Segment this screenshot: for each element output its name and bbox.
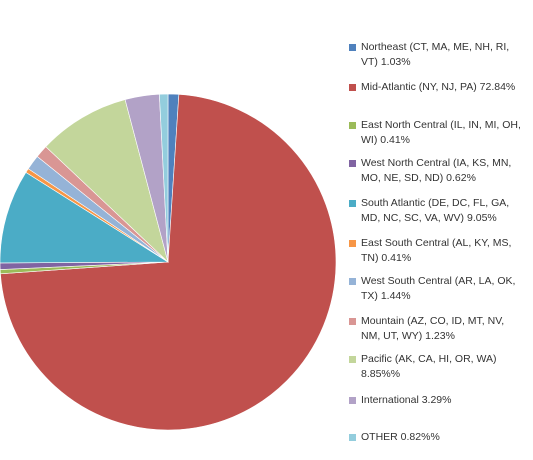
legend-entry: OTHER 0.82%%: [349, 430, 521, 445]
legend-label: East South Central (AL, KY, MS, TN) 0.41…: [361, 237, 512, 264]
legend-swatch: [349, 318, 356, 325]
legend-label: Mountain (AZ, CO, ID, MT, NV, NM, UT, WY…: [361, 315, 505, 342]
legend-entry: Pacific (AK, CA, HI, OR, WA) 8.85%%: [349, 352, 521, 382]
legend-label: Northeast (CT, MA, ME, NH, RI, VT) 1.03%: [361, 41, 510, 68]
legend-swatch: [349, 240, 356, 247]
legend-entry: East North Central (IL, IN, MI, OH, WI) …: [349, 118, 521, 148]
legend-entry: Mid-Atlantic (NY, NJ, PA) 72.84%: [349, 80, 521, 95]
legend-entry: South Atlantic (DE, DC, FL, GA, MD, NC, …: [349, 196, 521, 226]
legend-swatch: [349, 44, 356, 51]
legend-entry: West North Central (IA, KS, MN, MO, NE, …: [349, 156, 521, 186]
legend-swatch: [349, 434, 356, 441]
legend-swatch: [349, 122, 356, 129]
legend-entry: East South Central (AL, KY, MS, TN) 0.41…: [349, 236, 521, 266]
legend-label: International 3.29%: [361, 394, 452, 406]
legend-entry: International 3.29%: [349, 393, 521, 408]
legend-entry: West South Central (AR, LA, OK, TX) 1.44…: [349, 274, 521, 304]
legend-label: Mid-Atlantic (NY, NJ, PA) 72.84%: [361, 81, 516, 93]
legend-label: OTHER 0.82%%: [361, 431, 440, 443]
legend-swatch: [349, 356, 356, 363]
legend-swatch: [349, 160, 356, 167]
legend-swatch: [349, 397, 356, 404]
pie-slice: [0, 171, 170, 264]
legend-swatch: [349, 84, 356, 91]
legend-label: East North Central (IL, IN, MI, OH, WI) …: [361, 119, 521, 146]
legend-label: West North Central (IA, KS, MN, MO, NE, …: [361, 157, 512, 184]
pie-slice: [159, 93, 169, 263]
legend-entry: Mountain (AZ, CO, ID, MT, NV, NM, UT, WY…: [349, 314, 521, 344]
legend-label: South Atlantic (DE, DC, FL, GA, MD, NC, …: [361, 197, 510, 224]
pie-slice: [45, 99, 169, 263]
legend-label: West South Central (AR, LA, OK, TX) 1.44…: [361, 275, 516, 302]
legend-label: Pacific (AK, CA, HI, OR, WA) 8.85%%: [361, 353, 497, 380]
legend-entry: Northeast (CT, MA, ME, NH, RI, VT) 1.03%: [349, 40, 521, 70]
legend-swatch: [349, 278, 356, 285]
legend-swatch: [349, 200, 356, 207]
